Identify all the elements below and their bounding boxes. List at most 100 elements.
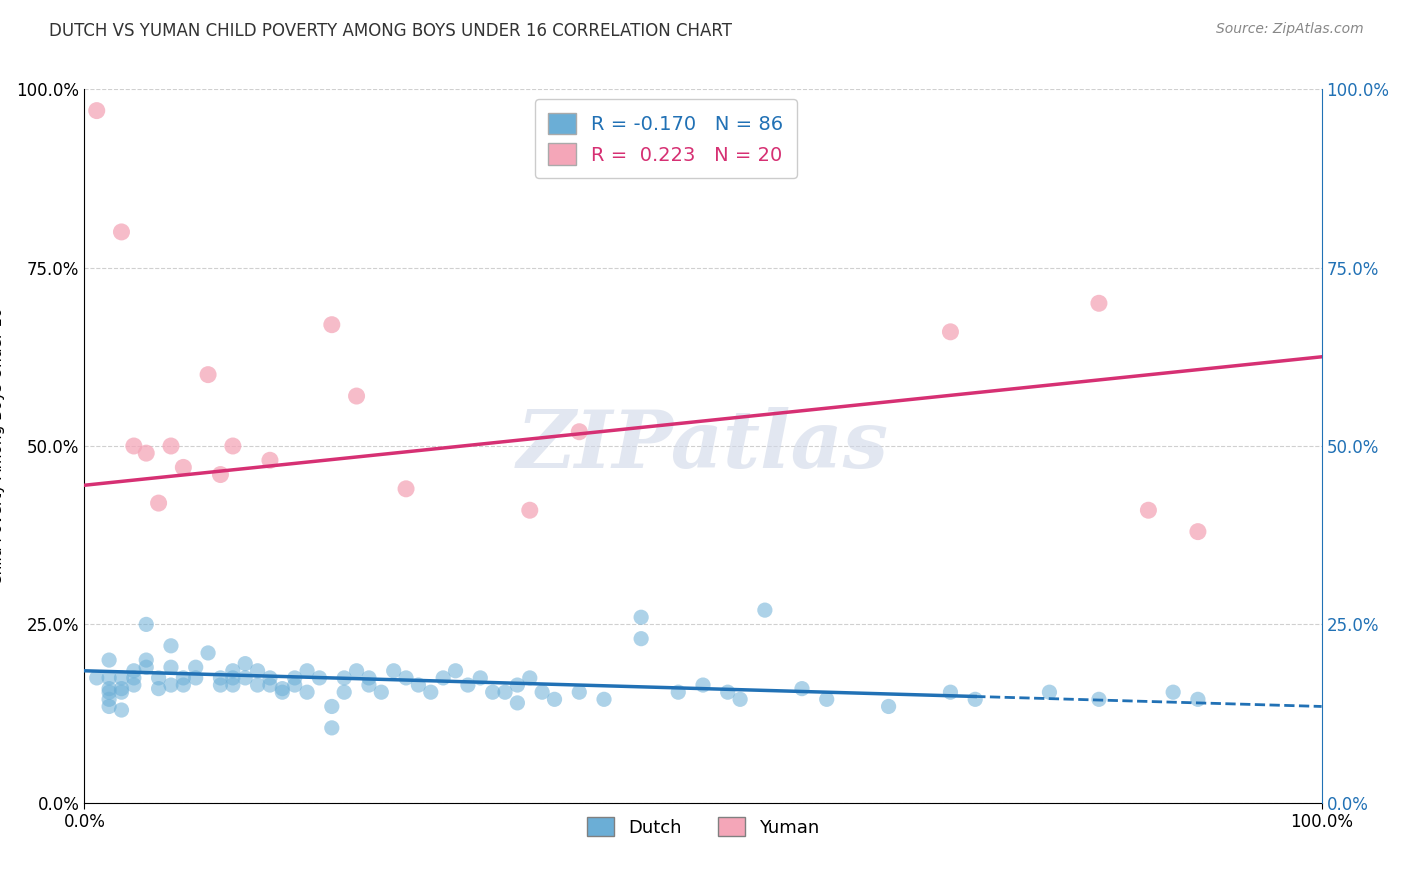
Y-axis label: Child Poverty Among Boys Under 16: Child Poverty Among Boys Under 16 xyxy=(0,307,6,585)
Point xyxy=(1088,692,1111,706)
Point xyxy=(321,699,343,714)
Point xyxy=(939,325,962,339)
Point xyxy=(1161,685,1184,699)
Point xyxy=(395,671,418,685)
Point xyxy=(692,678,714,692)
Point xyxy=(568,425,591,439)
Point xyxy=(531,685,554,699)
Point xyxy=(135,653,157,667)
Point xyxy=(98,653,121,667)
Point xyxy=(222,439,245,453)
Point xyxy=(160,660,183,674)
Point xyxy=(284,678,307,692)
Point xyxy=(172,678,194,692)
Point xyxy=(457,678,479,692)
Point xyxy=(717,685,740,699)
Point xyxy=(86,671,108,685)
Point xyxy=(222,678,245,692)
Point xyxy=(98,685,121,699)
Point xyxy=(135,446,157,460)
Point xyxy=(98,671,121,685)
Point xyxy=(815,692,838,706)
Point xyxy=(98,692,121,706)
Point xyxy=(444,664,467,678)
Point xyxy=(333,685,356,699)
Point xyxy=(197,646,219,660)
Point xyxy=(357,671,380,685)
Point xyxy=(148,681,170,696)
Point xyxy=(432,671,454,685)
Point xyxy=(419,685,441,699)
Text: ZIPatlas: ZIPatlas xyxy=(517,408,889,484)
Point xyxy=(1088,296,1111,310)
Point xyxy=(877,699,900,714)
Point xyxy=(519,503,541,517)
Point xyxy=(295,685,318,699)
Text: DUTCH VS YUMAN CHILD POVERTY AMONG BOYS UNDER 16 CORRELATION CHART: DUTCH VS YUMAN CHILD POVERTY AMONG BOYS … xyxy=(49,22,733,40)
Point xyxy=(98,699,121,714)
Point xyxy=(246,664,269,678)
Point xyxy=(209,467,232,482)
Point xyxy=(728,692,751,706)
Point xyxy=(259,678,281,692)
Point xyxy=(222,664,245,678)
Point xyxy=(172,671,194,685)
Point xyxy=(308,671,330,685)
Point xyxy=(209,678,232,692)
Point xyxy=(233,657,256,671)
Point xyxy=(321,721,343,735)
Point xyxy=(494,685,516,699)
Point xyxy=(568,685,591,699)
Point xyxy=(630,632,652,646)
Point xyxy=(135,660,157,674)
Point xyxy=(110,681,132,696)
Point xyxy=(593,692,616,706)
Point xyxy=(295,664,318,678)
Point xyxy=(630,610,652,624)
Point xyxy=(148,496,170,510)
Point xyxy=(370,685,392,699)
Point xyxy=(122,678,145,692)
Point xyxy=(271,681,294,696)
Text: Source: ZipAtlas.com: Source: ZipAtlas.com xyxy=(1216,22,1364,37)
Point xyxy=(965,692,987,706)
Point xyxy=(98,681,121,696)
Point xyxy=(333,671,356,685)
Point xyxy=(346,664,368,678)
Point xyxy=(172,460,194,475)
Point xyxy=(110,685,132,699)
Point xyxy=(1038,685,1060,699)
Point xyxy=(1137,503,1160,517)
Point xyxy=(110,225,132,239)
Point xyxy=(122,664,145,678)
Point xyxy=(184,671,207,685)
Point xyxy=(184,660,207,674)
Point xyxy=(86,103,108,118)
Point xyxy=(284,671,307,685)
Point xyxy=(470,671,492,685)
Point xyxy=(346,389,368,403)
Point xyxy=(357,678,380,692)
Point xyxy=(519,671,541,685)
Point xyxy=(160,678,183,692)
Point xyxy=(1187,692,1209,706)
Point xyxy=(754,603,776,617)
Point xyxy=(506,696,529,710)
Point xyxy=(321,318,343,332)
Point xyxy=(222,671,245,685)
Point xyxy=(122,439,145,453)
Point xyxy=(110,703,132,717)
Point xyxy=(506,678,529,692)
Point xyxy=(209,671,232,685)
Point xyxy=(122,671,145,685)
Point xyxy=(395,482,418,496)
Point xyxy=(382,664,405,678)
Point xyxy=(148,671,170,685)
Point xyxy=(197,368,219,382)
Legend: Dutch, Yuman: Dutch, Yuman xyxy=(579,809,827,844)
Point xyxy=(1187,524,1209,539)
Point xyxy=(259,671,281,685)
Point xyxy=(666,685,689,699)
Point xyxy=(246,678,269,692)
Point xyxy=(160,639,183,653)
